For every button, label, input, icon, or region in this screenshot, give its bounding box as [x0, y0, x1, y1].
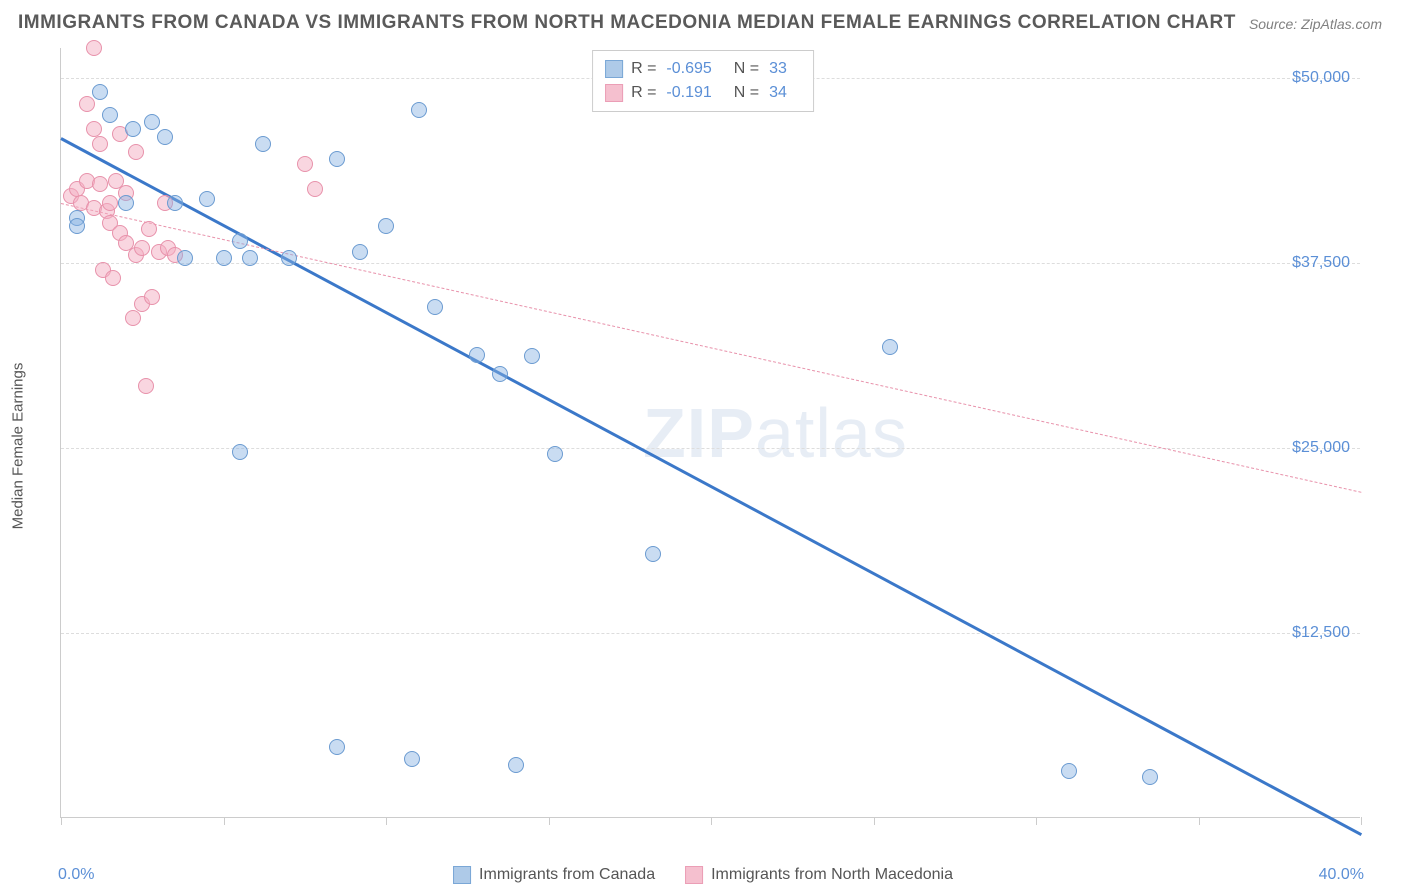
y-tick-label: $37,500 — [1292, 254, 1350, 272]
data-point — [404, 751, 420, 767]
x-tick — [1199, 817, 1200, 825]
chart-title: IMMIGRANTS FROM CANADA VS IMMIGRANTS FRO… — [18, 12, 1236, 34]
data-point — [167, 195, 183, 211]
n-label: N = — [734, 81, 759, 105]
data-point — [134, 240, 150, 256]
data-point — [128, 144, 144, 160]
legend-item-macedonia: Immigrants from North Macedonia — [685, 866, 953, 884]
data-point — [255, 136, 271, 152]
gridline — [61, 633, 1360, 634]
swatch-canada — [605, 60, 623, 78]
n-label: N = — [734, 57, 759, 81]
x-tick — [549, 817, 550, 825]
x-tick — [386, 817, 387, 825]
watermark: ZIPatlas — [643, 393, 908, 473]
plot-area: ZIPatlas $12,500 $25,000 $37,500 $50,000 — [60, 48, 1360, 818]
data-point — [125, 310, 141, 326]
data-point — [92, 176, 108, 192]
swatch-canada — [453, 866, 471, 884]
chart-container: IMMIGRANTS FROM CANADA VS IMMIGRANTS FRO… — [0, 0, 1406, 892]
y-tick-label: $25,000 — [1292, 439, 1350, 457]
series-name-macedonia: Immigrants from North Macedonia — [711, 866, 953, 884]
data-point — [92, 84, 108, 100]
x-tick — [1361, 817, 1362, 825]
x-tick — [711, 817, 712, 825]
data-point — [508, 757, 524, 773]
data-point — [199, 191, 215, 207]
data-point — [1061, 763, 1077, 779]
data-point — [242, 250, 258, 266]
swatch-macedonia — [685, 866, 703, 884]
r-label: R = — [631, 81, 656, 105]
data-point — [102, 195, 118, 211]
data-point — [138, 378, 154, 394]
data-point — [281, 250, 297, 266]
x-tick — [1036, 817, 1037, 825]
data-point — [378, 218, 394, 234]
data-point — [427, 299, 443, 315]
series-legend: Immigrants from Canada Immigrants from N… — [453, 866, 953, 884]
x-axis-max-label: 40.0% — [1319, 866, 1364, 884]
data-point — [79, 96, 95, 112]
n-value-canada: 33 — [769, 57, 787, 81]
trend-line — [61, 203, 1361, 493]
data-point — [232, 444, 248, 460]
data-point — [92, 136, 108, 152]
y-axis-label: Median Female Earnings — [10, 363, 27, 530]
data-point — [86, 121, 102, 137]
data-point — [307, 181, 323, 197]
data-point — [645, 546, 661, 562]
r-value-macedonia: -0.191 — [666, 81, 711, 105]
x-tick — [224, 817, 225, 825]
data-point — [125, 121, 141, 137]
data-point — [492, 366, 508, 382]
x-tick — [874, 817, 875, 825]
legend-row-canada: R = -0.695 N = 33 — [605, 57, 801, 81]
data-point — [144, 114, 160, 130]
r-label: R = — [631, 57, 656, 81]
source-attribution: Source: ZipAtlas.com — [1249, 16, 1382, 32]
data-point — [352, 244, 368, 260]
data-point — [102, 107, 118, 123]
data-point — [144, 289, 160, 305]
data-point — [297, 156, 313, 172]
series-name-canada: Immigrants from Canada — [479, 866, 655, 884]
data-point — [329, 151, 345, 167]
watermark-rest: atlas — [755, 394, 908, 472]
n-value-macedonia: 34 — [769, 81, 787, 105]
data-point — [141, 221, 157, 237]
data-point — [469, 347, 485, 363]
data-point — [524, 348, 540, 364]
data-point — [882, 339, 898, 355]
correlation-legend: R = -0.695 N = 33 R = -0.191 N = 34 — [592, 50, 814, 112]
data-point — [547, 446, 563, 462]
x-axis-min-label: 0.0% — [58, 866, 94, 884]
r-value-canada: -0.695 — [666, 57, 711, 81]
legend-item-canada: Immigrants from Canada — [453, 866, 655, 884]
data-point — [157, 129, 173, 145]
y-tick-label: $12,500 — [1292, 624, 1350, 642]
data-point — [177, 250, 193, 266]
data-point — [411, 102, 427, 118]
legend-row-macedonia: R = -0.191 N = 34 — [605, 81, 801, 105]
x-tick — [61, 817, 62, 825]
y-tick-label: $50,000 — [1292, 69, 1350, 87]
data-point — [216, 250, 232, 266]
data-point — [1142, 769, 1158, 785]
trend-line — [60, 137, 1361, 836]
data-point — [105, 270, 121, 286]
data-point — [232, 233, 248, 249]
data-point — [69, 218, 85, 234]
data-point — [329, 739, 345, 755]
data-point — [118, 195, 134, 211]
data-point — [86, 40, 102, 56]
swatch-macedonia — [605, 84, 623, 102]
